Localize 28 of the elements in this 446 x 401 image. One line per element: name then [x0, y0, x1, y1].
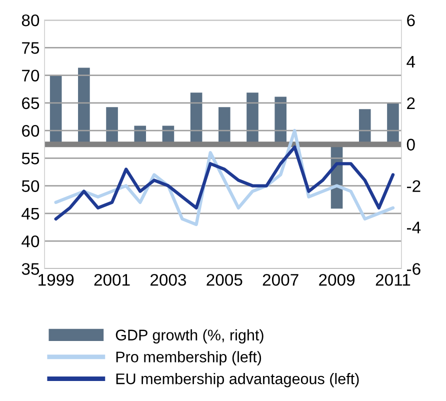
x-tick-label: 2009 [319, 274, 355, 286]
y-tick-label: 70 [22, 70, 40, 82]
y-tick-label: 55 [22, 152, 40, 164]
y2-tick-label: -6 [407, 263, 420, 275]
y-tick-label: 80 [22, 14, 40, 26]
x-tick-label: 2007 [262, 274, 298, 286]
y-tick-label: 50 [22, 180, 40, 192]
y-tick-label: 75 [22, 42, 40, 54]
legend-label: GDP growth (%, right) [116, 329, 264, 344]
x-tick-label: 2011 [376, 274, 410, 286]
y2-tick-label: 4 [406, 56, 416, 68]
y-tick-label: 45 [22, 208, 40, 220]
y2-tick-label: 2 [407, 97, 415, 109]
legend-label: Pro membership (left) [116, 351, 262, 366]
x-tick-label: 2003 [150, 274, 186, 286]
x-tick-label: 2005 [206, 274, 242, 286]
y2-tick-label: 6 [407, 14, 415, 26]
x-tick-label: 2001 [94, 274, 130, 286]
x-tick-label: 1999 [38, 274, 74, 286]
y-tick-label: 60 [22, 124, 40, 137]
line-series [54, 146, 395, 221]
y2-tick-label: -2 [407, 180, 420, 192]
legend-label: EU membership advantageous (left) [116, 373, 359, 388]
y-tick-label: 35 [22, 263, 40, 275]
y-tick-label: 65 [22, 97, 40, 110]
y2-tick-label: -4 [407, 222, 421, 234]
y2-tick-label: 0 [406, 138, 415, 151]
y-tick-label: 40 [22, 235, 40, 248]
